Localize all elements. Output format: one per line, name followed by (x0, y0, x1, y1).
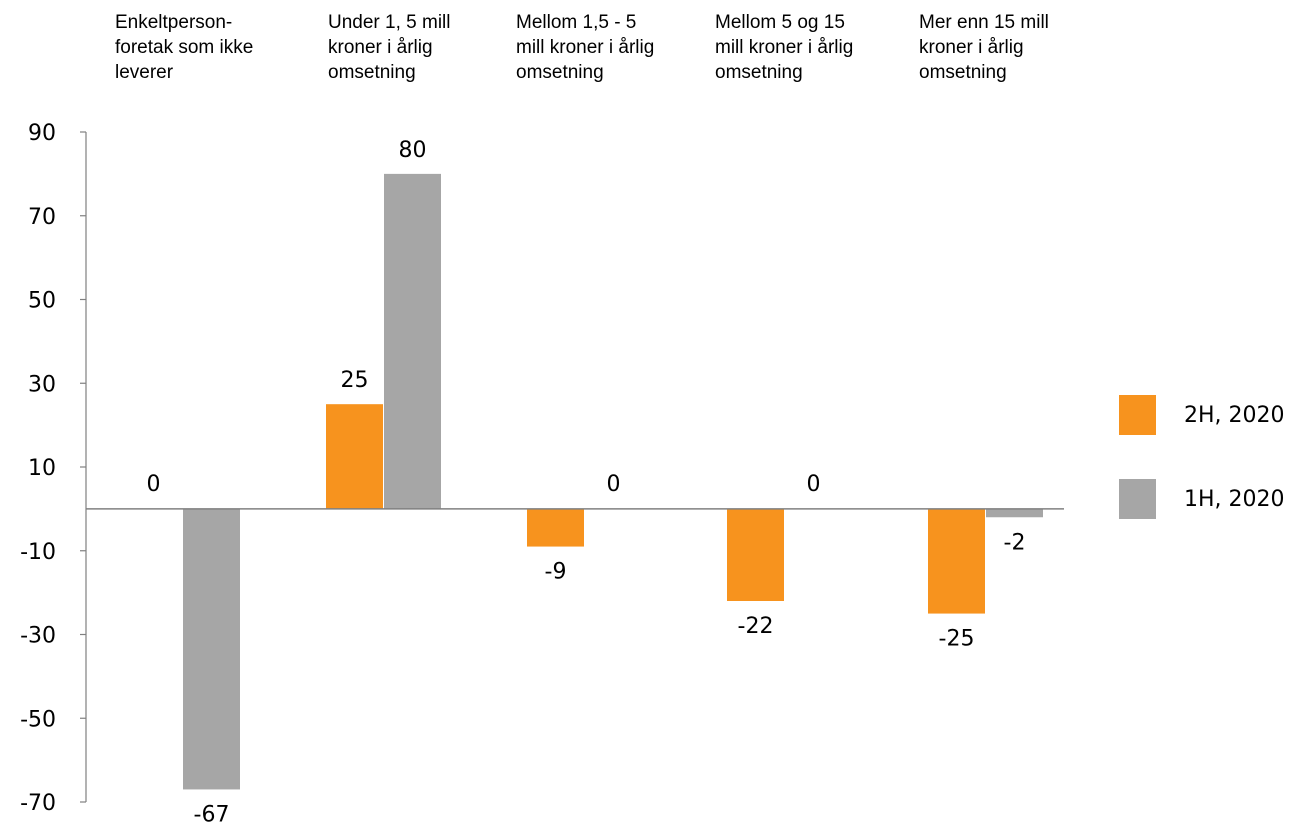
category-label: Mellom 1,5 - 5 mill kroner i årlig omsetni… (516, 12, 654, 83)
category-label: Under 1, 5 mill kroner i årlig omsetning (328, 12, 451, 83)
data-label: 0 (147, 472, 161, 497)
y-tick-label: 90 (28, 121, 56, 146)
bars (183, 173, 1043, 790)
data-label: -9 (545, 560, 567, 585)
bar (326, 404, 383, 509)
y-tick-label: 50 (28, 289, 56, 314)
bar (527, 508, 584, 547)
bar (727, 508, 784, 601)
data-label: 25 (341, 368, 369, 393)
y-tick-label: 10 (28, 456, 56, 481)
legend-label: 1H, 2020 (1184, 487, 1285, 512)
y-tick-label: 30 (28, 372, 56, 397)
y-tick-label: -30 (20, 624, 56, 649)
data-label: -25 (939, 627, 975, 652)
bar (986, 508, 1043, 518)
data-label: -22 (738, 614, 774, 639)
bar (384, 173, 441, 509)
data-label: 80 (399, 138, 427, 163)
category-label: Mellom 5 og 15 mill kroner i årlig omsetni… (715, 12, 853, 83)
y-tick-label: -50 (20, 707, 56, 732)
y-tick-label: 70 (28, 205, 56, 230)
data-label: -67 (194, 802, 230, 827)
bar (928, 508, 985, 614)
y-tick-label: -10 (20, 540, 56, 565)
data-label: 0 (807, 472, 821, 497)
y-axis: 90 70 50 30 10 -10 -30 -50 -70 (20, 121, 87, 816)
y-tick-label: -70 (20, 791, 56, 816)
category-label: Mer enn 15 mill kroner i årlig omsetning (919, 12, 1049, 83)
legend-label: 2H, 2020 (1184, 403, 1285, 428)
bar (183, 508, 240, 790)
legend-swatch (1119, 479, 1156, 519)
legend-swatch (1119, 395, 1156, 435)
data-label: 0 (607, 472, 621, 497)
category-label: Enkeltperson-foretak som ikke leverer (115, 12, 253, 83)
category-labels: Enkeltperson-foretak som ikke leverer Unde… (115, 12, 1049, 83)
data-label: -2 (1004, 530, 1026, 555)
legend: 2H, 2020 1H, 2020 (1119, 395, 1285, 519)
data-labels: 0 25 -9 -22 -25 -67 80 0 0 -2 (147, 138, 1026, 828)
